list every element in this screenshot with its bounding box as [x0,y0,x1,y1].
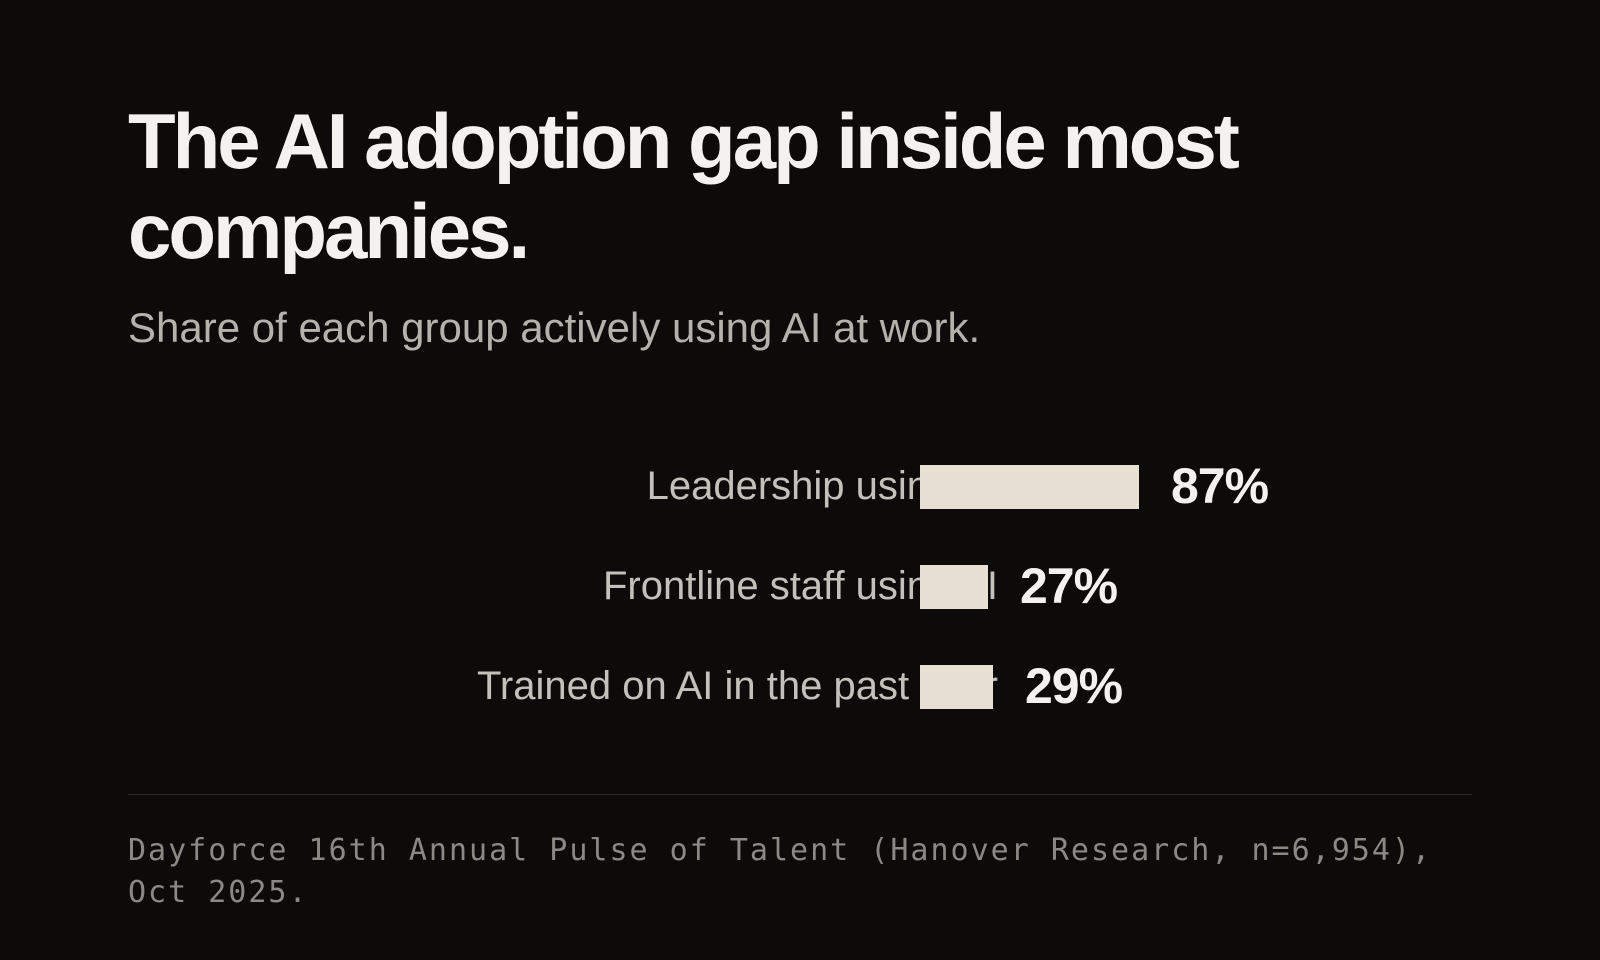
chart-subtitle: Share of each group actively using AI at… [128,304,981,351]
value-label: 87% [1171,458,1269,514]
bar-row: Leadership using AI 87% [128,456,1472,516]
value-label: 29% [1025,658,1123,714]
value-label: 27% [1020,558,1118,614]
footer-divider [128,794,1472,795]
source-note: Dayforce 16th Annual Pulse of Talent (Ha… [128,833,1432,910]
bar [920,465,1139,509]
category-label: Trained on AI in the past year [476,664,998,708]
bar [920,565,988,609]
chart-card: The AI adoption gap inside most companie… [128,0,1472,960]
bar-chart: Leadership using AI 87% Frontline staff us… [128,440,1472,740]
bar [920,665,993,709]
bar-row: Trained on AI in the past year 29% [128,656,1472,716]
bar-row: Frontline staff using AI 27% [128,556,1472,616]
chart-title: The AI adoption gap inside most companie… [128,97,1240,275]
